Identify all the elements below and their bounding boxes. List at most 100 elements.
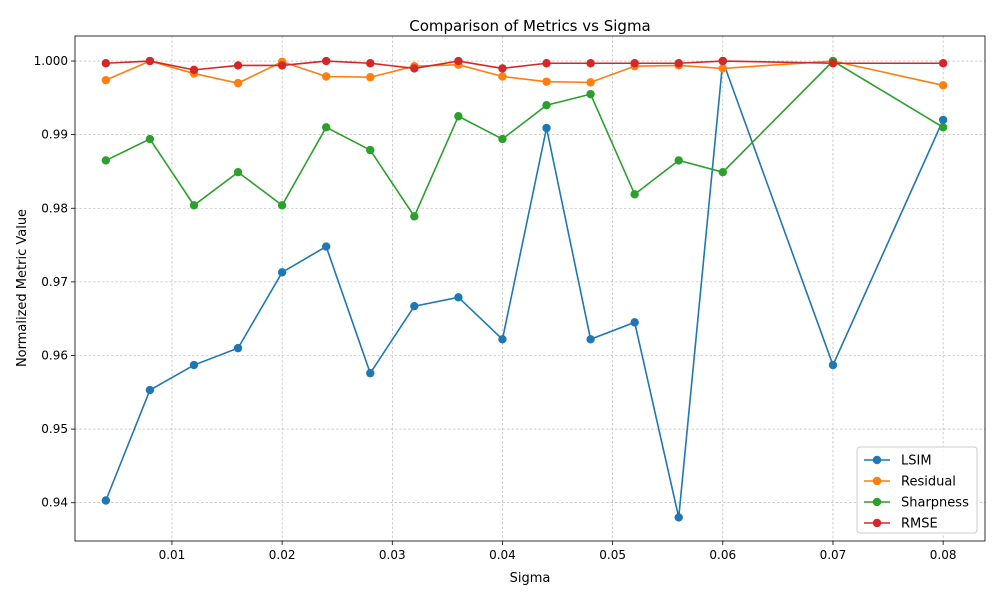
y-tick-label: 1.000 — [34, 54, 68, 68]
data-point-sharpness — [101, 156, 111, 165]
data-point-lsim — [410, 301, 419, 311]
data-point-lsim — [542, 123, 551, 133]
data-point-sharpness — [630, 190, 639, 199]
data-point-residual — [718, 64, 727, 73]
data-point-residual — [938, 81, 948, 90]
data-point-lsim — [938, 115, 948, 125]
data-point-rmse — [586, 59, 595, 68]
data-point-sharpness — [938, 123, 948, 132]
legend-marker — [872, 455, 882, 465]
chart-title: Comparison of Metrics vs Sigma — [409, 17, 651, 35]
y-tick-label: 0.95 — [41, 422, 68, 436]
data-point-sharpness — [410, 212, 419, 221]
data-point-rmse — [498, 64, 507, 73]
legend-marker — [872, 497, 882, 507]
y-tick-label: 0.94 — [41, 496, 68, 510]
data-point-sharpness — [366, 145, 375, 155]
legend-marker — [872, 476, 882, 486]
data-point-residual — [321, 72, 331, 81]
data-point-sharpness — [498, 134, 507, 144]
legend-item-lsim: LSIM — [864, 454, 932, 469]
data-point-rmse — [189, 65, 199, 75]
data-point-residual — [101, 75, 111, 85]
data-point-lsim — [145, 385, 155, 395]
data-point-sharpness — [586, 89, 595, 99]
data-point-residual — [498, 72, 507, 81]
data-point-sharpness — [145, 134, 155, 144]
data-point-sharpness — [189, 201, 199, 210]
data-point-sharpness — [542, 100, 551, 110]
x-tick-label: 0.06 — [709, 548, 736, 562]
data-point-lsim — [366, 368, 375, 378]
x-tick-label: 0.01 — [159, 548, 186, 562]
data-point-lsim — [189, 360, 199, 370]
legend-label: RMSE — [901, 517, 938, 532]
x-axis-ticks: 0.01 0.02 0.03 0.04 0.05 0.06 0.07 0.08 — [159, 541, 957, 562]
data-point-rmse — [366, 59, 375, 68]
x-tick-label: 0.08 — [930, 548, 957, 562]
x-tick-label: 0.05 — [599, 548, 626, 562]
x-tick-label: 0.02 — [269, 548, 296, 562]
data-point-lsim — [321, 242, 331, 251]
data-point-rmse — [938, 59, 948, 68]
data-point-residual — [542, 77, 551, 86]
legend: LSIM Residual Sharpness RMSE — [856, 446, 978, 534]
data-point-lsim — [277, 268, 287, 277]
x-tick-label: 0.03 — [379, 548, 406, 562]
grid-lines — [75, 36, 985, 541]
data-point-rmse — [630, 59, 639, 68]
series-line-sharpness — [105, 60, 944, 219]
data-point-rmse — [277, 61, 287, 70]
data-point-lsim — [498, 335, 507, 344]
legend-label: Sharpness — [901, 496, 969, 511]
legend-label: LSIM — [901, 454, 932, 469]
data-point-sharpness — [718, 167, 727, 177]
data-point-rmse — [233, 61, 243, 70]
legend-marker — [872, 518, 882, 528]
data-point-sharpness — [321, 123, 331, 132]
data-point-sharpness — [233, 167, 243, 177]
data-point-residual — [586, 78, 595, 87]
legend-box — [856, 446, 978, 534]
data-point-rmse — [542, 59, 551, 68]
series-line-residual — [105, 60, 944, 87]
data-point-lsim — [674, 513, 683, 522]
data-point-residual — [366, 73, 375, 82]
data-point-rmse — [410, 64, 419, 73]
legend-label: Residual — [901, 475, 956, 490]
data-point-rmse — [674, 59, 683, 68]
x-axis-title: Sigma — [510, 571, 551, 586]
data-point-rmse — [828, 59, 838, 68]
y-tick-label: 0.96 — [41, 348, 68, 362]
data-point-lsim — [630, 318, 639, 327]
data-point-sharpness — [674, 156, 683, 165]
series-lsim — [101, 56, 948, 522]
y-axis-ticks: 0.94 0.95 0.96 0.97 0.98 0.99 1.000 — [34, 54, 75, 510]
series-rmse — [101, 56, 948, 75]
legend-item-residual: Residual — [864, 475, 956, 490]
series-line-lsim — [105, 60, 944, 518]
y-tick-label: 0.97 — [41, 275, 68, 289]
data-point-rmse — [145, 56, 155, 66]
y-tick-label: 0.98 — [41, 201, 68, 215]
data-point-sharpness — [454, 112, 463, 121]
series-lines — [101, 56, 948, 522]
series-line-rmse — [105, 60, 944, 71]
y-axis-title: Normalized Metric Value — [15, 209, 30, 367]
data-point-rmse — [321, 56, 331, 66]
data-point-lsim — [828, 360, 838, 370]
data-point-lsim — [101, 496, 111, 505]
data-point-lsim — [454, 293, 463, 302]
data-point-rmse — [454, 56, 463, 66]
data-point-lsim — [233, 343, 243, 353]
data-point-lsim — [586, 335, 595, 344]
data-point-residual — [233, 78, 243, 88]
y-tick-label: 0.99 — [41, 128, 68, 142]
legend-item-sharpness: Sharpness — [864, 496, 969, 511]
x-tick-label: 0.07 — [820, 548, 847, 562]
legend-item-rmse: RMSE — [864, 517, 938, 532]
data-point-rmse — [718, 56, 727, 66]
plot-area-frame — [74, 35, 986, 542]
data-point-rmse — [101, 59, 111, 68]
